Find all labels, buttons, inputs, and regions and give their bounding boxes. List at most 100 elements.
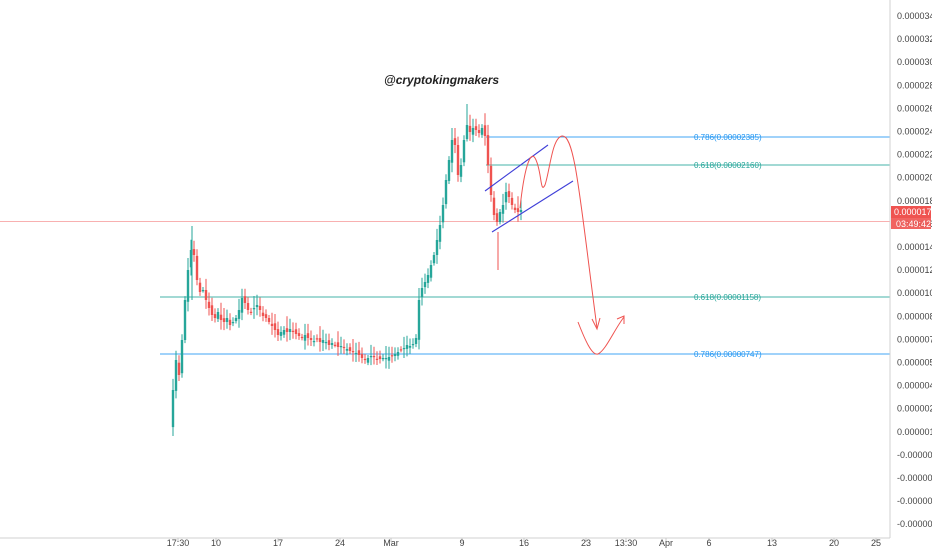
projection-path (519, 135, 598, 329)
fib-levels[interactable]: 0.786(0.00002385) 0.618(0.00002160) 0.618(… (0, 133, 890, 359)
candle-body (306, 333, 310, 338)
candle-body (264, 314, 268, 318)
candle-body (204, 290, 208, 300)
candle-body (303, 335, 307, 341)
candle-body (423, 282, 427, 288)
candle-body (390, 355, 394, 357)
candle-body (408, 346, 412, 348)
candle-body (339, 346, 343, 348)
price-tick-label: -0.00000260 (897, 496, 932, 506)
price-tick-label: 0.00001200 (897, 265, 932, 275)
candle-body (489, 165, 493, 195)
candle-body (378, 356, 382, 359)
candle-body (372, 356, 376, 358)
candle-body (246, 303, 250, 310)
price-badge: 0.00001798 03:49:42 (891, 206, 932, 229)
candle-body (342, 346, 346, 349)
price-tick-label: 0.00002800 (897, 80, 932, 90)
candle-body (450, 140, 454, 163)
price-tick-label: 0.00000400 (897, 381, 932, 391)
candle-body (180, 340, 184, 374)
candle-body (510, 197, 514, 205)
candle-body (477, 130, 481, 133)
time-tick-label: 23 (581, 538, 591, 548)
price-tick-label: 0.00000700 (897, 334, 932, 344)
countdown-badge-text: 03:49:42 (896, 219, 931, 229)
candle-body (318, 338, 322, 342)
price-tick-label: -0.00000140 (897, 473, 932, 483)
price-tick-label: 0.00000550 (897, 358, 932, 368)
price-axis[interactable]: 0.00003400 0.00003200 0.00003000 0.00002800… (897, 11, 932, 529)
price-tick-label: 0.00000850 (897, 311, 932, 321)
candle-body (357, 350, 361, 355)
candle-body (369, 356, 373, 358)
candle-body (216, 312, 220, 319)
candle-body (519, 210, 523, 212)
time-tick-label: 16 (519, 538, 529, 548)
candle-body (504, 192, 508, 203)
candle-body (363, 358, 367, 361)
projection-rebound-path (577, 316, 625, 355)
candle-body (225, 318, 229, 322)
price-tick-label: 0.00000100 (897, 427, 932, 437)
candle-body (258, 305, 262, 310)
candle-body (210, 305, 214, 315)
time-tick-label: 17:30 (167, 538, 190, 548)
candle-body (252, 308, 256, 310)
candle-body (516, 208, 520, 212)
candle-body (186, 270, 190, 302)
candle-body (417, 300, 421, 340)
projection-arrowhead-up (616, 315, 625, 324)
candle-body (498, 212, 502, 222)
candle-body (441, 205, 445, 223)
candle-body (381, 358, 385, 360)
candle-body (261, 312, 265, 316)
candle-body (171, 390, 175, 428)
candle-body (237, 310, 241, 319)
price-tick-label: 0.00002200 (897, 150, 932, 160)
candle-body (222, 318, 226, 322)
fib-level-label: 0.618(0.00001158) (694, 293, 761, 302)
candle-body (240, 298, 244, 313)
time-tick-label: 10 (211, 538, 221, 548)
candle-body (183, 300, 187, 340)
price-tick-label: 0.00002000 (897, 173, 932, 183)
candle-body (312, 341, 316, 343)
candle-body (420, 288, 424, 298)
candle-body (333, 344, 337, 346)
candle-body (327, 340, 331, 345)
candle-body (336, 342, 340, 347)
candle-body (432, 255, 436, 264)
candle-body (213, 314, 217, 318)
candle-body (426, 275, 430, 283)
candle-body (228, 319, 232, 325)
price-tick-label: 0.00002400 (897, 127, 932, 137)
fib-level-label: 0.618(0.00002160) (694, 161, 762, 170)
drawings[interactable] (484, 135, 625, 355)
candle-body (195, 255, 199, 280)
candle-body (435, 240, 439, 255)
time-tick-label: 6 (706, 538, 711, 548)
candle-body (309, 338, 313, 340)
candle-body (294, 329, 298, 334)
candle-body (405, 345, 409, 349)
watermark-text: @cryptokingmakers (384, 73, 499, 87)
candle-body (492, 197, 496, 215)
candle-body (495, 213, 499, 222)
time-tick-label: Mar (383, 538, 399, 548)
candle-body (300, 336, 304, 339)
candle-body (270, 323, 274, 326)
candle-body (207, 301, 211, 308)
projection-arrowhead-down (591, 317, 601, 331)
candle-body (444, 180, 448, 205)
candle-body (324, 342, 328, 344)
time-axis[interactable]: 17:30 10 17 24 Mar 9 16 23 13:30 Apr 6 13 20 25 (167, 538, 881, 548)
candle-body (330, 343, 334, 345)
price-tick-label: 0.00003400 (897, 11, 932, 21)
candle-body (276, 329, 280, 335)
price-tick-label: 0.00001400 (897, 242, 932, 252)
candle-body (192, 249, 196, 255)
price-tick-label: 0.00002600 (897, 103, 932, 113)
candle-body (267, 318, 271, 322)
